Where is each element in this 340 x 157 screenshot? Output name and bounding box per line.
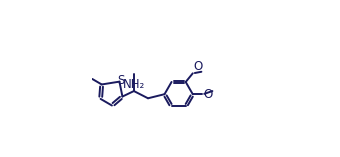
- Text: NH₂: NH₂: [123, 78, 145, 91]
- Text: O: O: [193, 60, 203, 73]
- Text: O: O: [203, 88, 212, 101]
- Text: S: S: [118, 74, 125, 87]
